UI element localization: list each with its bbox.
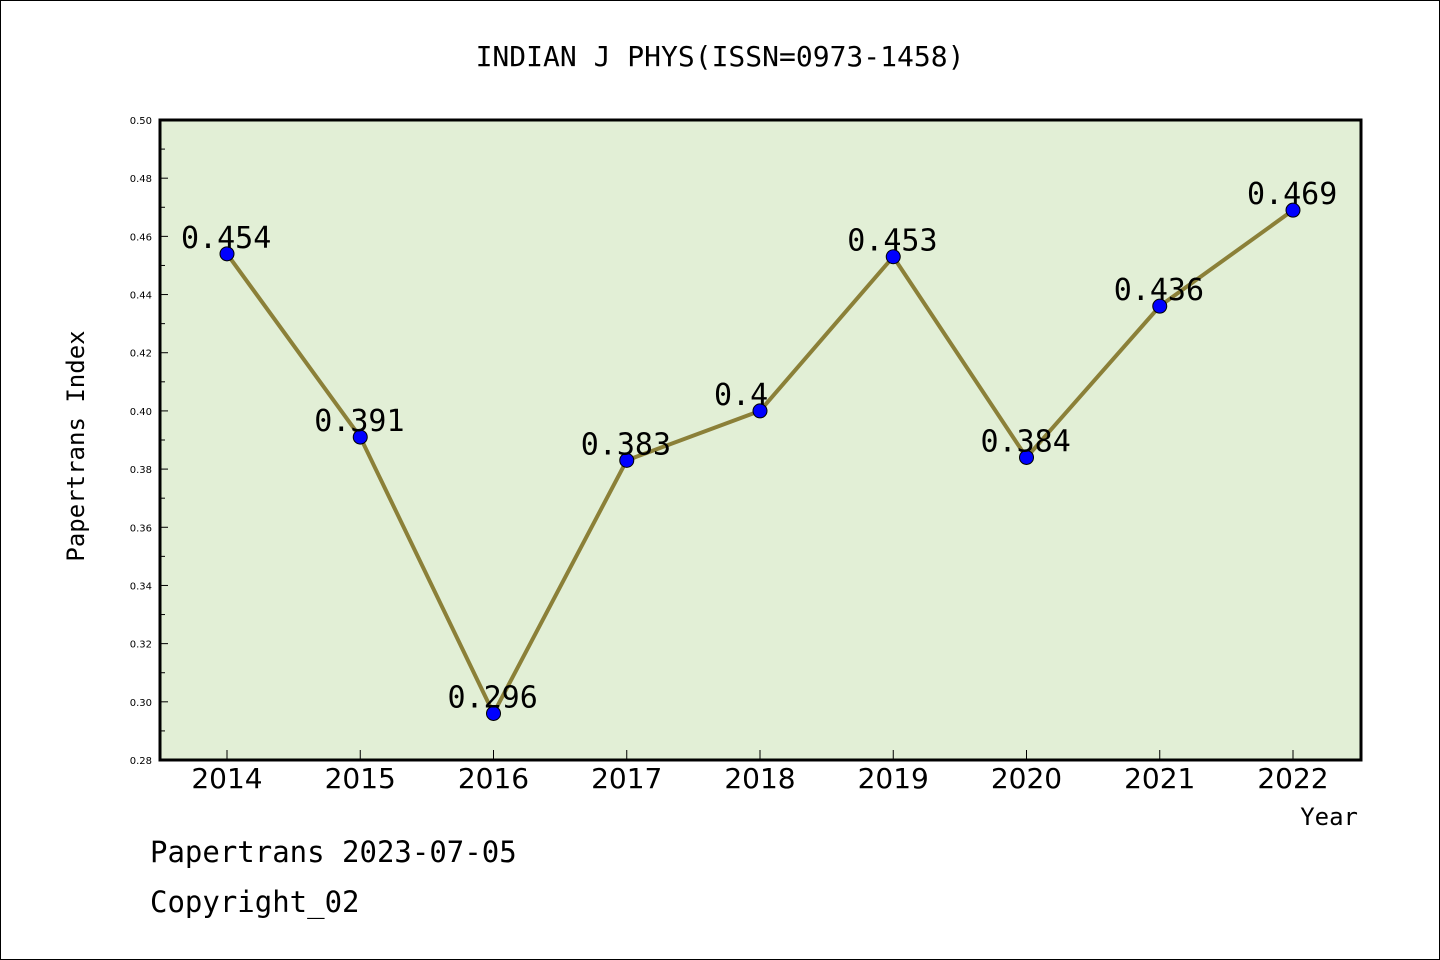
data-label: 0.383 bbox=[581, 427, 671, 462]
y-tick-label: 0.30 bbox=[130, 698, 152, 709]
y-tick-label: 0.38 bbox=[130, 465, 152, 476]
footer-copyright: Copyright_02 bbox=[150, 885, 360, 919]
y-tick-label: 0.34 bbox=[130, 581, 152, 592]
data-label: 0.4 bbox=[714, 378, 768, 413]
y-axis-label: Papertrans Index bbox=[62, 330, 90, 561]
y-tick-label: 0.36 bbox=[130, 523, 152, 534]
data-point bbox=[1152, 298, 1168, 314]
data-point bbox=[486, 705, 501, 721]
x-tick-label: 2021 bbox=[1124, 762, 1195, 795]
data-label: 0.454 bbox=[181, 221, 271, 256]
data-point bbox=[1019, 449, 1034, 465]
y-tick-label: 0.32 bbox=[130, 640, 152, 651]
y-tick-label: 0.44 bbox=[130, 291, 152, 302]
chart-title: INDIAN J PHYS(ISSN=0973-1458) bbox=[476, 40, 965, 73]
data-point bbox=[752, 403, 768, 419]
series-group: 0.454 0.391 0.296 0.383 0.4 0.453 0.384 0.436 0.… bbox=[181, 177, 1337, 721]
x-tick-label: 2018 bbox=[724, 762, 795, 795]
plot-area bbox=[158, 118, 1363, 762]
x-axis-label: Year bbox=[1300, 803, 1358, 831]
y-tick-label: 0.28 bbox=[130, 756, 152, 767]
data-point bbox=[619, 452, 635, 468]
x-tick-label: 2019 bbox=[858, 762, 929, 795]
x-tick-label: 2020 bbox=[991, 762, 1062, 795]
data-point bbox=[219, 246, 235, 262]
data-label: 0.453 bbox=[847, 224, 937, 259]
y-axis: 0.28 0.30 0.32 0.34 0.36 0.38 0.40 0.42 0.44 0.46… bbox=[130, 116, 168, 767]
y-tick-label: 0.50 bbox=[130, 116, 152, 127]
y-tick-label: 0.48 bbox=[130, 174, 152, 185]
y-tick-label: 0.42 bbox=[130, 349, 152, 360]
x-tick-label: 2015 bbox=[325, 762, 396, 795]
data-point bbox=[885, 249, 901, 265]
data-label: 0.436 bbox=[1114, 273, 1204, 308]
data-label: 0.296 bbox=[448, 680, 538, 715]
data-label: 0.469 bbox=[1247, 177, 1337, 212]
y-tick-label: 0.46 bbox=[130, 232, 152, 243]
data-label: 0.384 bbox=[981, 424, 1071, 459]
data-point bbox=[1285, 202, 1301, 218]
x-axis: 2014 2015 2016 2017 2018 2019 2020 2021 2022 bbox=[191, 750, 1329, 795]
x-tick-label: 2022 bbox=[1257, 762, 1328, 795]
footer-date: Papertrans 2023-07-05 bbox=[150, 835, 517, 869]
x-tick-label: 2017 bbox=[591, 762, 662, 795]
y-tick-label: 0.40 bbox=[130, 407, 152, 418]
x-tick-label: 2014 bbox=[191, 762, 262, 795]
x-tick-label: 2016 bbox=[458, 762, 529, 795]
data-point bbox=[352, 429, 368, 445]
data-label: 0.391 bbox=[314, 404, 404, 439]
